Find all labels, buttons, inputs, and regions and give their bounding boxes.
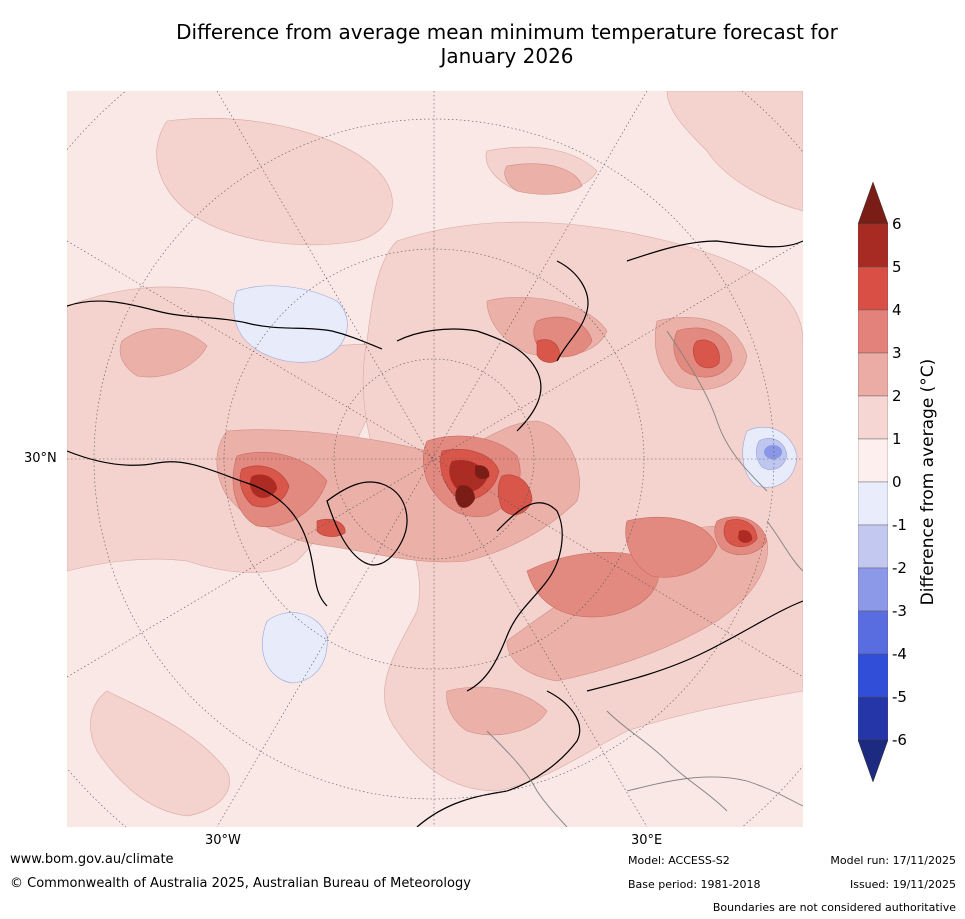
colorbar-segment: [857, 610, 889, 655]
lat-label-30n: 30°N: [24, 451, 57, 466]
title-line-1: Difference from average mean minimum tem…: [176, 20, 838, 44]
colorbar-tick-label: 3: [892, 344, 902, 362]
lon-label-30e: 30°E: [631, 833, 663, 848]
colorbar-tick-label: -1: [892, 516, 907, 534]
country-borders: [486, 330, 803, 827]
colorbar-segment: [857, 266, 889, 311]
forecast-map: [67, 91, 803, 827]
footer-base-period: Base period: 1981-2018: [628, 878, 761, 891]
anomaly-neg-regions: [233, 285, 798, 684]
colorbar-tick-label: 6: [892, 215, 902, 233]
footer-model-run: Model run: 17/11/2025: [830, 854, 956, 867]
colorbar-segment: [857, 567, 889, 612]
footer-disclaimer: Boundaries are not considered authoritat…: [712, 901, 956, 914]
colorbar: [857, 181, 889, 783]
colorbar-segment: [857, 653, 889, 698]
footer-copyright: © Commonwealth of Australia 2025, Austra…: [10, 876, 471, 891]
colorbar-segment: [857, 438, 889, 483]
colorbar-top-arrow: [857, 181, 889, 225]
colorbar-tick-label: 2: [892, 387, 902, 405]
colorbar-segment: [857, 309, 889, 354]
graticule: [67, 91, 803, 827]
colorbar-segment: [857, 696, 889, 741]
colorbar-segment: [857, 524, 889, 569]
title-line-2: January 2026: [440, 44, 574, 68]
colorbar-tick-label: 5: [892, 258, 902, 276]
map-svg: [67, 91, 803, 827]
lon-label-30w: 30°W: [205, 833, 241, 848]
colorbar-bottom-arrow: [857, 739, 889, 783]
colorbar-tick-label: 1: [892, 430, 902, 448]
colorbar-svg: [857, 181, 889, 783]
colorbar-segment: [857, 395, 889, 440]
footer-website[interactable]: www.bom.gov.au/climate: [10, 852, 174, 867]
colorbar-tick-label: -2: [892, 559, 907, 577]
colorbar-tick-label: -5: [892, 688, 907, 706]
colorbar-tick-label: -3: [892, 602, 907, 620]
colorbar-tick-label: 4: [892, 301, 902, 319]
colorbar-segment: [857, 481, 889, 526]
coastlines: [67, 240, 803, 827]
colorbar-tick-label: 0: [892, 473, 902, 491]
footer-issued: Issued: 19/11/2025: [849, 878, 956, 891]
footer-model: Model: ACCESS-S2: [628, 854, 730, 867]
colorbar-label: Difference from average (°C): [918, 358, 938, 606]
colorbar-segment: [857, 352, 889, 397]
colorbar-tick-label: -6: [892, 731, 907, 749]
chart-title: Difference from average mean minimum tem…: [67, 20, 947, 68]
colorbar-segments: [857, 223, 889, 741]
colorbar-tick-label: -4: [892, 645, 907, 663]
colorbar-segment: [857, 223, 889, 268]
